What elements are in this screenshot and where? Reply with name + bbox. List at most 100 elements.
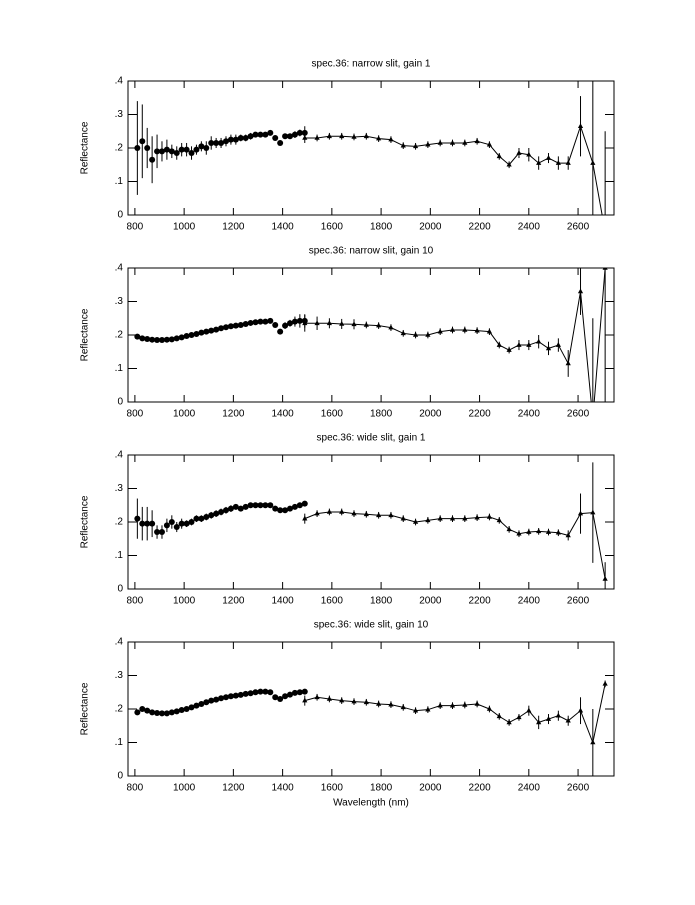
point (425, 332, 431, 337)
point (242, 320, 249, 327)
point (272, 134, 279, 141)
point (218, 139, 225, 146)
point (577, 707, 584, 713)
point (178, 146, 185, 153)
y-tick-label: .4 (115, 263, 124, 274)
point (363, 133, 369, 139)
point (412, 332, 419, 337)
point (462, 701, 468, 707)
point (590, 509, 596, 515)
x-tick-label: 2200 (468, 596, 491, 607)
point (154, 710, 161, 717)
point (577, 123, 584, 129)
point (168, 709, 175, 716)
point (149, 156, 156, 163)
point (602, 575, 608, 581)
point (565, 717, 571, 723)
point (222, 507, 229, 514)
point (302, 134, 308, 140)
y-tick-label: .4 (115, 76, 124, 87)
point (462, 139, 468, 145)
point (363, 699, 369, 705)
point (252, 689, 259, 696)
data-area (134, 462, 608, 589)
point (183, 520, 190, 527)
point (178, 520, 185, 527)
x-tick-label: 2000 (419, 596, 442, 607)
point (326, 133, 332, 139)
x-tick-label: 800 (127, 409, 144, 420)
point (474, 514, 480, 520)
y-axis-label: Reflectance (80, 121, 91, 174)
y-axis-label: Reflectance (80, 682, 91, 735)
point (602, 680, 608, 686)
point (412, 519, 419, 524)
x-tick-label: 1600 (321, 596, 344, 607)
x-tick-label: 1600 (321, 783, 344, 794)
point (376, 700, 382, 706)
data-area (134, 268, 608, 402)
point (437, 515, 443, 521)
point (486, 513, 493, 519)
point (242, 690, 249, 697)
point (291, 131, 298, 138)
point (154, 529, 161, 536)
point (555, 712, 561, 718)
point (526, 151, 532, 157)
point (203, 513, 210, 520)
point (277, 695, 284, 702)
point (237, 321, 244, 328)
point (602, 268, 608, 270)
point (314, 134, 320, 140)
x-tick-label: 1200 (222, 222, 245, 233)
point (139, 706, 146, 712)
point (351, 698, 357, 704)
series-line (304, 268, 606, 402)
x-tick-label: 1800 (370, 783, 393, 794)
point (516, 150, 522, 155)
point (314, 510, 320, 516)
point (168, 519, 175, 525)
y-axis-label: Reflectance (80, 495, 91, 548)
point (173, 335, 180, 342)
point (526, 529, 532, 534)
point (302, 697, 308, 703)
point (486, 141, 493, 147)
point (376, 512, 382, 518)
x-tick-label: 800 (127, 222, 144, 233)
point (449, 515, 456, 521)
point (577, 288, 584, 294)
point (296, 317, 303, 324)
x-tick-label: 2200 (468, 409, 491, 420)
point (277, 328, 284, 335)
point (400, 142, 406, 148)
point (536, 160, 542, 165)
point (262, 502, 269, 509)
point (134, 515, 141, 522)
x-tick-label: 2400 (518, 222, 541, 233)
panel: spec.36: narrow slit, gain 10 Reflectance… (80, 246, 615, 420)
point (213, 696, 220, 703)
y-tick-label: .4 (115, 450, 124, 461)
x-tick-label: 1200 (222, 596, 245, 607)
point (516, 342, 522, 347)
x-tick-label: 1600 (321, 409, 344, 420)
point (590, 739, 596, 745)
point (227, 136, 234, 143)
point (227, 693, 234, 700)
point (282, 322, 289, 329)
point (232, 322, 239, 329)
point (339, 697, 345, 703)
point (437, 139, 443, 145)
point (242, 134, 249, 141)
chart-title: spec.36: narrow slit, gain 1 (312, 59, 431, 70)
point (462, 326, 468, 332)
point (291, 318, 298, 325)
point (506, 161, 512, 167)
point (526, 707, 532, 713)
point (326, 695, 332, 701)
point (134, 145, 141, 151)
point (425, 517, 431, 523)
